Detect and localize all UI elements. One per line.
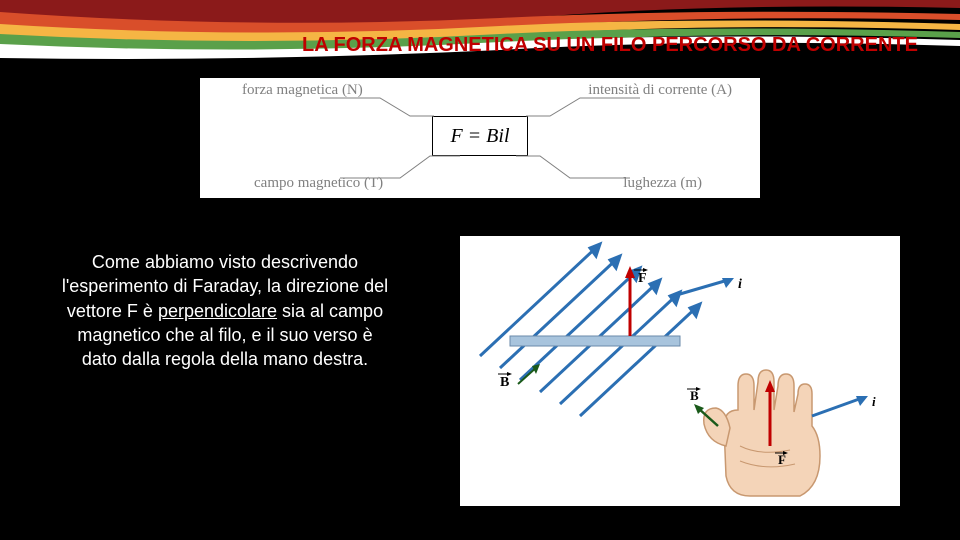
svg-text:i: i bbox=[872, 394, 876, 409]
slide-title: LA FORZA MAGNETICA SU UN FILO PERCORSO D… bbox=[280, 32, 940, 58]
vector-B-label: B bbox=[498, 364, 540, 390]
field-lines bbox=[480, 244, 700, 416]
svg-text:B: B bbox=[500, 375, 509, 390]
body-text-underline: perpendicolare bbox=[158, 301, 277, 321]
vector-i-top: i bbox=[680, 277, 742, 294]
wire bbox=[510, 336, 680, 346]
hand-diagram: F B i bbox=[687, 370, 876, 496]
formula-panel: forza magnetica (N) intensità di corrent… bbox=[200, 78, 760, 198]
svg-text:i: i bbox=[738, 277, 742, 292]
diagram-panel: F i B F bbox=[460, 236, 900, 506]
svg-text:F: F bbox=[638, 271, 647, 286]
body-text: Come abbiamo visto descrivendo l'esperim… bbox=[60, 250, 390, 371]
